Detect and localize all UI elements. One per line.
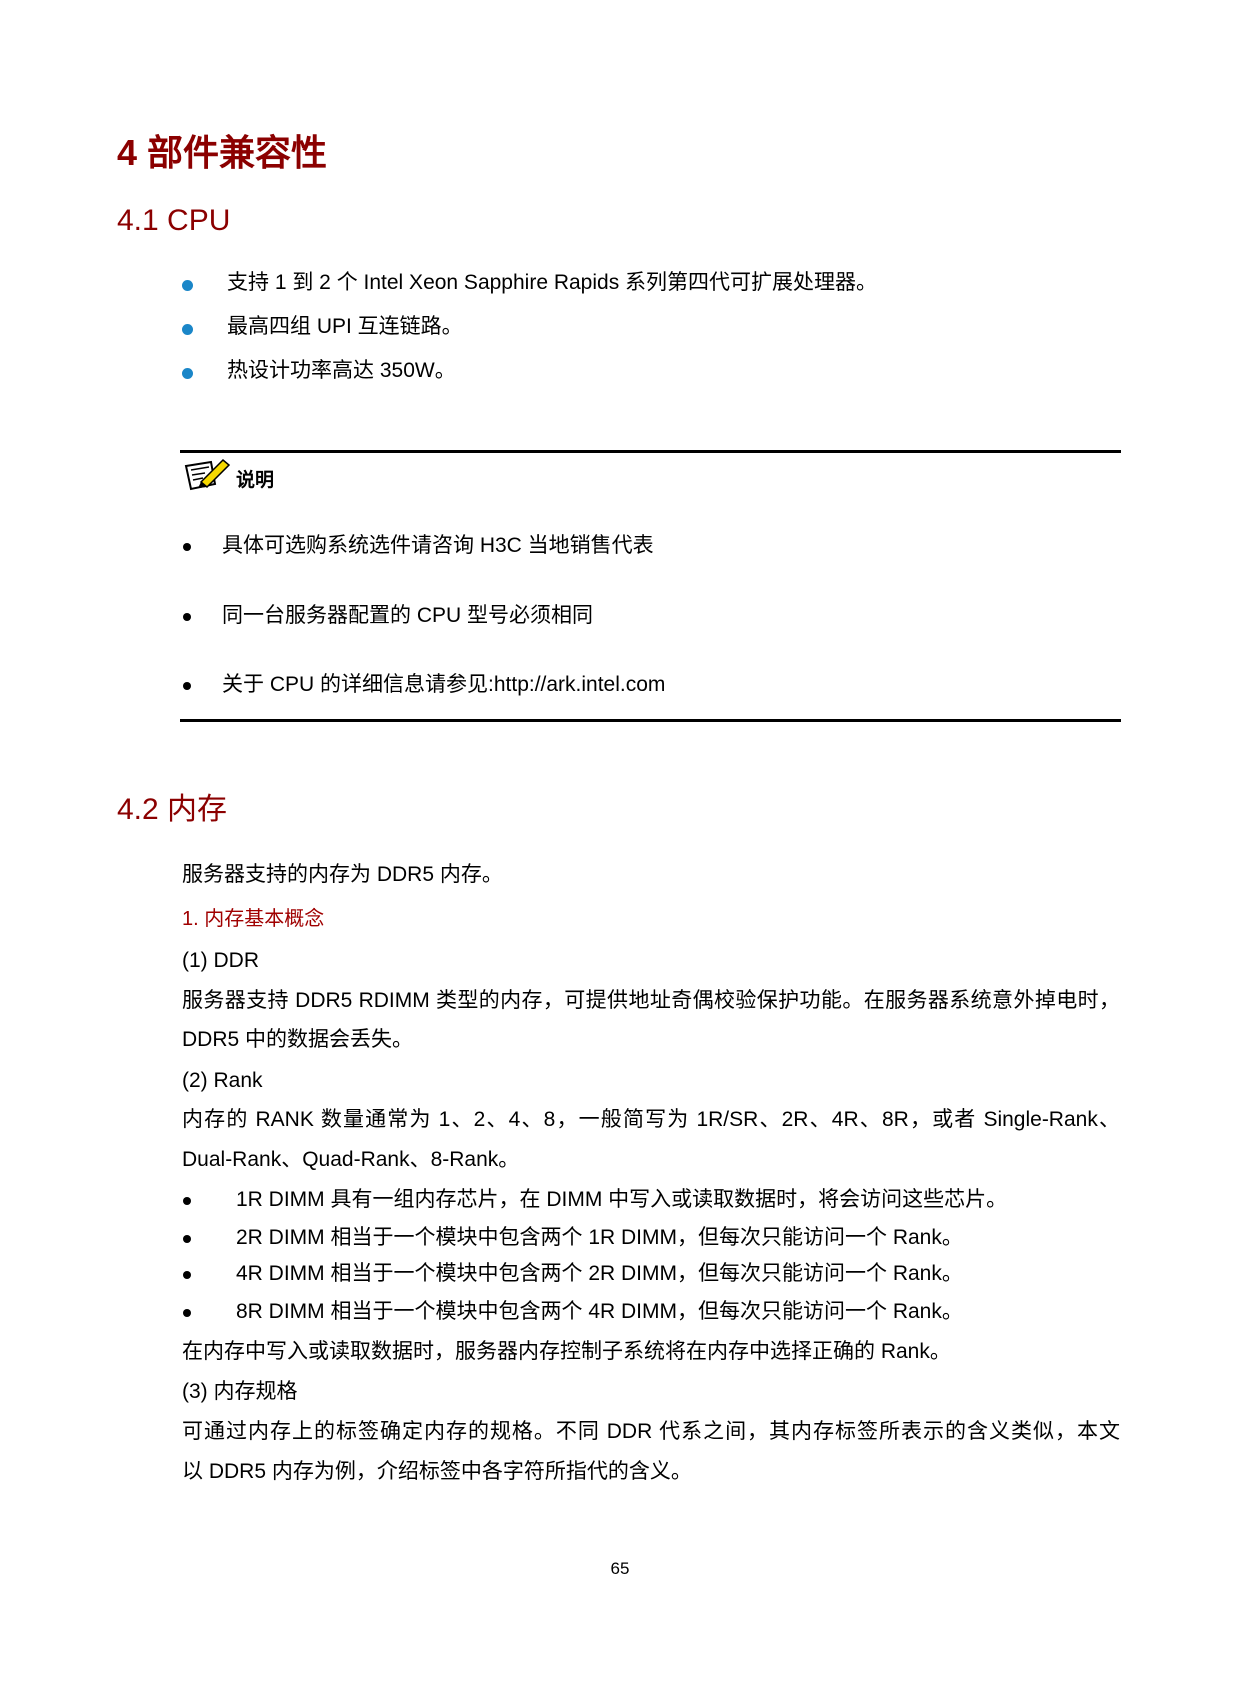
paragraph: 以 DDR5 内存为例，介绍标签中各字符所指代的含义。 [182, 1460, 692, 1483]
note-item: 关于 CPU 的详细信息请参见:http://ark.intel.com [222, 673, 666, 696]
paragraph: 内存的 RANK 数量通常为 1、2、4、8，一般简写为 1R/SR、2R、4R… [182, 1108, 1120, 1131]
note-label: 说明 [236, 470, 275, 491]
paragraph: DDR5 中的数据会丢失。 [182, 1028, 414, 1051]
bullet-icon [182, 280, 193, 291]
bullet-icon [183, 1309, 191, 1317]
note-top-rule [180, 450, 1121, 453]
list-item: 1R DIMM 具有一组内存芯片，在 DIMM 中写入或读取数据时，将会访问这些… [236, 1188, 1008, 1211]
note-item: 同一台服务器配置的 CPU 型号必须相同 [222, 604, 594, 627]
paragraph: 服务器支持的内存为 DDR5 内存。 [182, 863, 503, 886]
list-item: 支持 1 到 2 个 Intel Xeon Sapphire Rapids 系列… [227, 271, 878, 294]
item-label-rank: (2) Rank [182, 1069, 263, 1092]
note-pencil-icon [184, 458, 231, 491]
item-label-ddr: (1) DDR [182, 949, 259, 972]
bullet-icon [183, 1197, 191, 1205]
section-title-cpu: 4.1 CPU [117, 204, 231, 237]
bullet-icon [183, 613, 191, 621]
chapter-title: 4 部件兼容性 [117, 132, 328, 173]
paragraph: 在内存中写入或读取数据时，服务器内存控制子系统将在内存中选择正确的 Rank。 [182, 1340, 951, 1363]
bullet-icon [183, 1271, 191, 1279]
note-bottom-rule [180, 719, 1121, 722]
paragraph: Dual-Rank、Quad-Rank、8-Rank。 [182, 1148, 520, 1171]
bullet-icon [182, 324, 193, 335]
bullet-icon [183, 682, 191, 690]
list-item: 4R DIMM 相当于一个模块中包含两个 2R DIMM，但每次只能访问一个 R… [236, 1262, 963, 1285]
list-item: 最高四组 UPI 互连链路。 [227, 315, 463, 338]
section-title-memory: 4.2 内存 [117, 793, 228, 826]
bullet-icon [183, 543, 191, 551]
bullet-icon [183, 1235, 191, 1243]
paragraph: 可通过内存上的标签确定内存的规格。不同 DDR 代系之间，其内存标签所表示的含义… [182, 1420, 1120, 1443]
list-item: 热设计功率高达 350W。 [227, 359, 456, 382]
page-number: 65 [610, 1559, 630, 1578]
list-item: 2R DIMM 相当于一个模块中包含两个 1R DIMM，但每次只能访问一个 R… [236, 1226, 963, 1249]
note-item: 具体可选购系统选件请咨询 H3C 当地销售代表 [222, 534, 654, 557]
item-label-spec: (3) 内存规格 [182, 1380, 298, 1403]
bullet-icon [182, 368, 193, 379]
paragraph: 服务器支持 DDR5 RDIMM 类型的内存，可提供地址奇偶校验保护功能。在服务… [182, 989, 1120, 1012]
subheading: 1. 内存基本概念 [182, 908, 325, 930]
list-item: 8R DIMM 相当于一个模块中包含两个 4R DIMM，但每次只能访问一个 R… [236, 1300, 963, 1323]
